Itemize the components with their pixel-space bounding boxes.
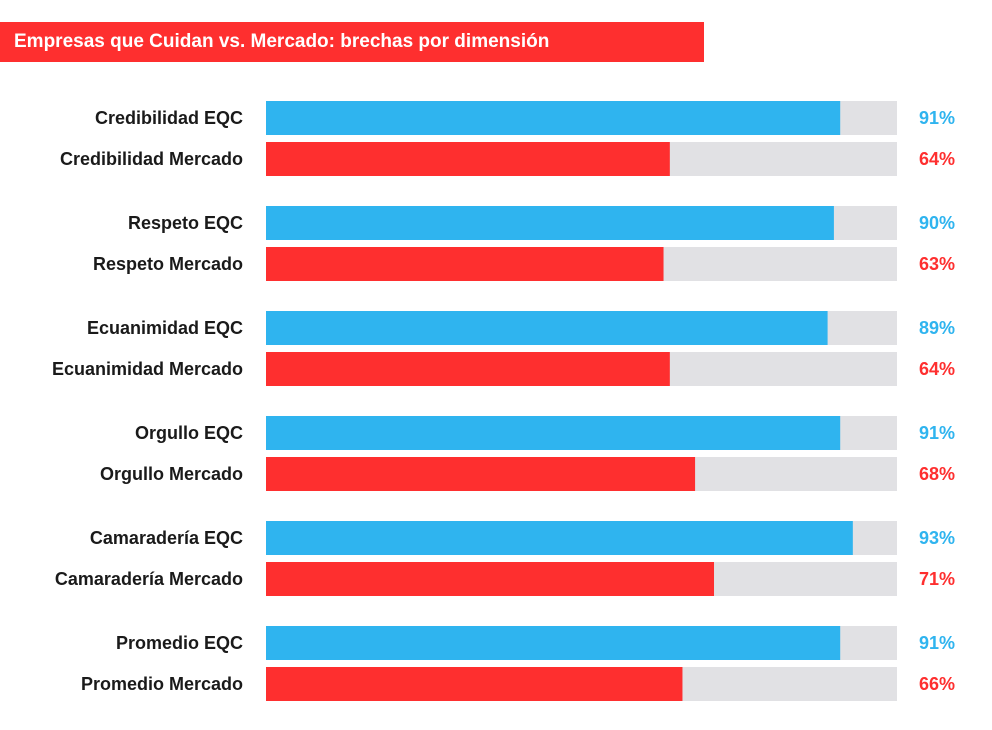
bar-1-mercado (266, 142, 670, 176)
value-label: 66% (919, 674, 955, 694)
value-label: 90% (919, 213, 955, 233)
category-label: Camaradería Mercado (55, 569, 243, 589)
category-label: Ecuanimidad Mercado (52, 359, 243, 379)
bar-2-eqc (266, 206, 834, 240)
category-label: Credibilidad EQC (95, 108, 243, 128)
bar-7-mercado (266, 457, 696, 491)
bar-10-eqc (266, 626, 841, 660)
value-label: 63% (919, 254, 955, 274)
chart-title-banner: Empresas que Cuidan vs. Mercado: brechas… (0, 22, 704, 62)
value-label: 91% (919, 423, 955, 443)
category-label: Orgullo Mercado (100, 464, 243, 484)
value-label: 68% (919, 464, 955, 484)
bar-6-eqc (266, 416, 841, 450)
value-label: 64% (919, 149, 955, 169)
category-label: Credibilidad Mercado (60, 149, 243, 169)
category-label: Ecuanimidad EQC (87, 318, 243, 338)
category-label: Respeto EQC (128, 213, 243, 233)
bar-4-eqc (266, 311, 828, 345)
bar-8-eqc (266, 521, 853, 555)
category-label: Promedio Mercado (81, 674, 243, 694)
category-label: Respeto Mercado (93, 254, 243, 274)
value-label: 93% (919, 528, 955, 548)
bar-9-mercado (266, 562, 715, 596)
value-label: 71% (919, 569, 955, 589)
value-label: 91% (919, 108, 955, 128)
value-label: 89% (919, 318, 955, 338)
category-label: Orgullo EQC (135, 423, 243, 443)
bar-11-mercado (266, 667, 683, 701)
value-label: 64% (919, 359, 955, 379)
category-label: Camaradería EQC (90, 528, 243, 548)
bar-5-mercado (266, 352, 670, 386)
bar-0-eqc (266, 101, 841, 135)
value-label: 91% (919, 633, 955, 653)
chart-title: Empresas que Cuidan vs. Mercado: brechas… (14, 31, 550, 52)
bar-3-mercado (266, 247, 664, 281)
category-label: Promedio EQC (116, 633, 243, 653)
